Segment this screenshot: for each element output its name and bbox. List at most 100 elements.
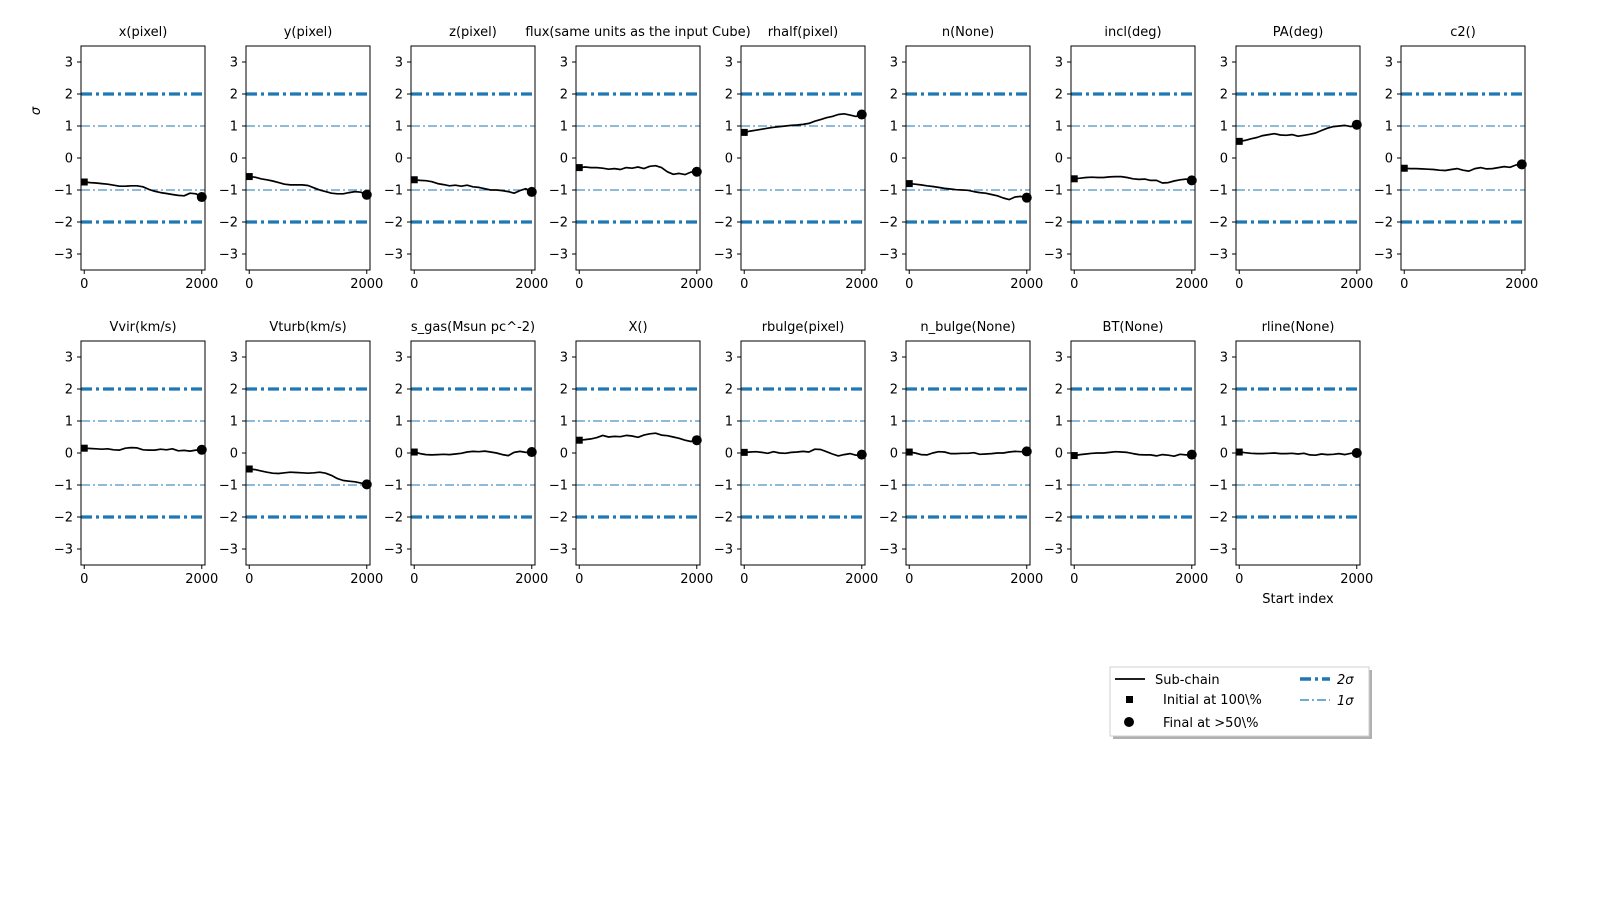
panel-title: c2(): [1450, 25, 1476, 40]
y-tick-label: 2: [725, 383, 733, 398]
y-tick-label: 0: [890, 152, 898, 167]
x-tick-label: 2000: [185, 572, 218, 587]
panel-frame: [410, 45, 536, 271]
y-tick-label: 2: [65, 383, 73, 398]
y-tick-label: −1: [549, 184, 568, 199]
panel-frame: [80, 45, 206, 271]
y-tick-label: −3: [1209, 248, 1228, 263]
initial-marker: [575, 436, 583, 444]
y-tick-label: 3: [65, 351, 73, 366]
x-tick-label: 0: [410, 572, 418, 587]
x-tick-label: 2000: [1340, 277, 1373, 292]
y-tick-label: −2: [54, 216, 73, 231]
x-tick-label: 0: [245, 277, 253, 292]
panel-4: −3 −2 −1 0 1 2 3 0 2000 flux(same units as the in…: [525, 25, 750, 292]
y-tick-label: −2: [549, 511, 568, 526]
y-tick-label: −2: [54, 511, 73, 526]
subchain-line: [744, 448, 862, 457]
y-tick-label: 2: [890, 383, 898, 398]
y-tick-label: 3: [230, 351, 238, 366]
y-tick-label: 2: [395, 383, 403, 398]
y-tick-label: 2: [560, 383, 568, 398]
initial-marker: [80, 444, 88, 452]
y-tick-label: −2: [879, 216, 898, 231]
x-tick-label: 2000: [1010, 572, 1043, 587]
subchain-line: [84, 181, 203, 198]
final-marker: [1351, 448, 1362, 458]
y-tick-label: 2: [1220, 88, 1228, 103]
initial-marker: [1235, 137, 1243, 145]
x-tick-label: 0: [1070, 572, 1078, 587]
initial-marker: [1400, 164, 1408, 172]
final-marker: [1021, 192, 1032, 203]
initial-marker: [245, 465, 253, 473]
final-marker: [196, 444, 207, 455]
y-tick-label: 3: [395, 56, 403, 71]
x-tick-label: 0: [740, 572, 748, 587]
x-tick-label: 2000: [350, 572, 383, 587]
x-tick-label: 2000: [350, 277, 383, 292]
panel-frame: [740, 340, 866, 566]
y-tick-label: −3: [384, 543, 403, 558]
y-tick-label: −1: [219, 479, 238, 494]
initial-marker: [410, 176, 418, 184]
panel-13: −3 −2 −1 0 1 2 3 0 2000 X(): [549, 320, 713, 587]
y-tick-label: 1: [725, 120, 733, 135]
panel-3: −3 −2 −1 0 1 2 3 0 2000 z(pixel): [384, 25, 548, 292]
panel-17: −3 −2 −1 0 1 2 3 0 2000 rline(None) Start index: [1209, 320, 1373, 607]
x-tick-label: 2000: [845, 277, 878, 292]
initial-marker: [245, 173, 253, 181]
y-tick-label: −1: [384, 479, 403, 494]
y-tick-label: −1: [714, 479, 733, 494]
y-tick-label: 0: [395, 152, 403, 167]
panel-title: y(pixel): [284, 25, 333, 40]
y-tick-label: −3: [219, 248, 238, 263]
x-tick-label: 2000: [680, 572, 713, 587]
panel-frame: [1235, 45, 1361, 271]
panel-title: n(None): [942, 25, 994, 40]
y-tick-label: −2: [219, 216, 238, 231]
y-tick-label: 2: [395, 88, 403, 103]
y-tick-label: 3: [725, 56, 733, 71]
y-tick-label: 2: [725, 88, 733, 103]
panel-title: BT(None): [1103, 320, 1164, 335]
y-tick-label: −3: [1209, 543, 1228, 558]
subchain-line: [414, 178, 533, 195]
x-tick-label: 0: [905, 277, 913, 292]
y-tick-label: 3: [65, 56, 73, 71]
y-tick-label: 2: [230, 88, 238, 103]
y-tick-label: −3: [219, 543, 238, 558]
panel-2: −3 −2 −1 0 1 2 3 0 2000 y(pixel): [219, 25, 383, 292]
y-tick-label: −3: [384, 248, 403, 263]
y-tick-label: −3: [714, 543, 733, 558]
y-tick-label: 1: [65, 415, 73, 430]
y-tick-label: 3: [230, 56, 238, 71]
y-tick-label: 2: [230, 383, 238, 398]
x-tick-label: 2000: [1010, 277, 1043, 292]
y-tick-label: −3: [54, 543, 73, 558]
y-tick-label: 3: [1385, 56, 1393, 71]
panel-title: X(): [628, 320, 647, 335]
final-marker: [526, 186, 537, 197]
x-tick-label: 0: [410, 277, 418, 292]
y-tick-label: 1: [395, 415, 403, 430]
subchain-line: [1074, 450, 1192, 458]
y-tick-label: 0: [395, 447, 403, 462]
y-tick-label: 1: [890, 120, 898, 135]
y-tick-label: 3: [1055, 351, 1063, 366]
y-tick-label: −3: [549, 543, 568, 558]
panel-title: rhalf(pixel): [768, 25, 838, 40]
y-tick-label: 0: [1385, 152, 1393, 167]
panel-title: s_gas(Msun pc^-2): [411, 320, 535, 335]
y-tick-label: 2: [1055, 383, 1063, 398]
x-tick-label: 0: [740, 277, 748, 292]
y-tick-label: −2: [1209, 216, 1228, 231]
panel-8: −3 −2 −1 0 1 2 3 0 2000 PA(deg): [1209, 25, 1373, 292]
y-tick-label: −3: [714, 248, 733, 263]
panel-title: Vvir(km/s): [109, 320, 176, 335]
y-tick-label: 1: [230, 415, 238, 430]
final-marker: [526, 447, 537, 458]
y-tick-label: 1: [1220, 415, 1228, 430]
y-tick-label: 1: [65, 120, 73, 135]
y-tick-label: −2: [714, 511, 733, 526]
